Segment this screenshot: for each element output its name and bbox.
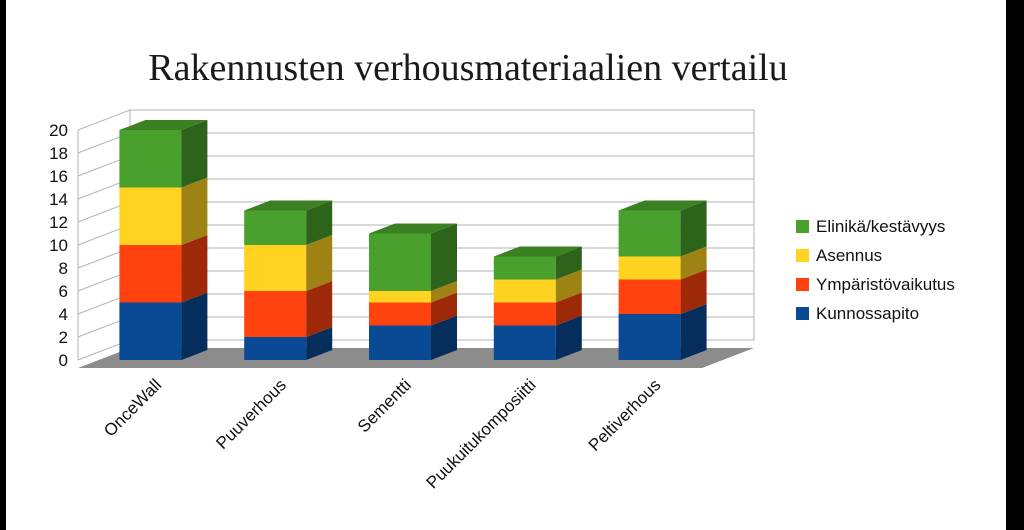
bar-segment <box>618 210 681 257</box>
y-tick-label: 2 <box>59 328 68 347</box>
legend-label: Asennus <box>816 246 882 265</box>
bar-segment <box>369 291 431 303</box>
bar-segment <box>244 245 307 291</box>
legend-swatch <box>796 220 809 233</box>
x-axis-categories: OnceWall Puuverhous Sementti Puukuitukompos… <box>100 375 664 492</box>
bar-segment-side <box>306 200 333 245</box>
bar-segment-side <box>181 120 208 188</box>
bar-segment-side <box>555 315 582 360</box>
bar-segment <box>369 325 431 360</box>
bar-segment-side <box>181 292 208 360</box>
bar-segment <box>244 337 307 360</box>
bar-segment <box>618 279 681 314</box>
gridline-side <box>77 109 131 131</box>
bars <box>119 120 707 360</box>
bar-segment <box>493 256 556 280</box>
legend-label: Elinikä/kestävyys <box>816 217 945 236</box>
bar-segment-side <box>431 223 457 291</box>
y-tick-label: 10 <box>49 236 68 255</box>
bar-segment <box>244 210 307 245</box>
bar-segment <box>493 279 556 303</box>
bar-segment-side <box>680 304 707 360</box>
bar-segment-side <box>555 269 582 303</box>
legend-label: Ympäristövaikutus <box>816 275 955 294</box>
chart-title: Rakennusten verhousmateriaalien vertailu <box>148 47 787 89</box>
legend-swatch <box>796 249 809 262</box>
legend-label: Kunnossapito <box>816 304 919 323</box>
y-tick-label: 12 <box>49 213 68 232</box>
legend: Elinikä/kestävyys Asennus Ympäristövaikutu… <box>796 217 955 323</box>
bar-segment-side <box>181 177 208 245</box>
bar-segment <box>119 302 182 360</box>
category-label: OnceWall <box>100 375 165 440</box>
bar-segment-side <box>680 246 707 280</box>
y-tick-label: 6 <box>59 282 68 301</box>
y-tick-label: 8 <box>59 259 68 278</box>
y-axis-ticks: 0 2 4 6 8 10 12 14 16 18 20 <box>49 121 68 370</box>
bar-segment <box>119 130 182 188</box>
bar-segment <box>119 245 182 303</box>
bar-segment-side <box>181 235 208 303</box>
bar-group <box>618 200 707 360</box>
bar-segment-side <box>555 246 582 280</box>
bar-group <box>493 246 582 360</box>
bar-segment-side <box>555 292 582 326</box>
bar-top <box>244 200 333 211</box>
category-label: Peltiverhous <box>585 375 665 455</box>
bar-top <box>618 200 707 211</box>
bar-segment <box>244 291 307 337</box>
category-label: Sementti <box>354 375 415 436</box>
bar-segment <box>618 314 681 360</box>
slide: Rakennusten verhousmateriaalien vertailu… <box>6 0 1006 530</box>
bar-segment-side <box>431 281 457 303</box>
bar-group <box>369 223 457 360</box>
bar-segment <box>119 187 182 245</box>
category-label: Puuverhous <box>212 375 290 453</box>
bar-segment-side <box>306 327 333 360</box>
bar-segment <box>493 325 556 360</box>
y-tick-label: 16 <box>49 167 68 186</box>
bar-group <box>119 120 208 360</box>
bar-segment-side <box>306 281 333 337</box>
bar-top <box>119 120 208 130</box>
y-tick-label: 20 <box>49 121 68 140</box>
bar-top <box>493 246 582 257</box>
legend-swatch <box>796 278 809 291</box>
stacked-bar-chart: Rakennusten verhousmateriaalien vertailu… <box>49 47 955 492</box>
bar-group <box>244 200 333 360</box>
bar-segment <box>618 256 681 280</box>
bar-segment-side <box>680 269 707 314</box>
bar-segment <box>493 302 556 326</box>
bar-segment-side <box>680 200 707 257</box>
y-tick-label: 0 <box>59 351 68 370</box>
category-label: Puukuitukomposiitti <box>423 375 540 492</box>
bar-segment <box>369 233 431 291</box>
y-tick-label: 18 <box>49 144 68 163</box>
bar-segment-side <box>431 292 457 326</box>
bar-segment-side <box>306 235 333 291</box>
y-tick-label: 14 <box>49 190 68 209</box>
legend-swatch <box>796 307 809 320</box>
bar-segment <box>369 302 431 326</box>
bar-segment-side <box>431 315 457 360</box>
y-tick-label: 4 <box>59 305 68 324</box>
bar-top <box>369 223 457 234</box>
